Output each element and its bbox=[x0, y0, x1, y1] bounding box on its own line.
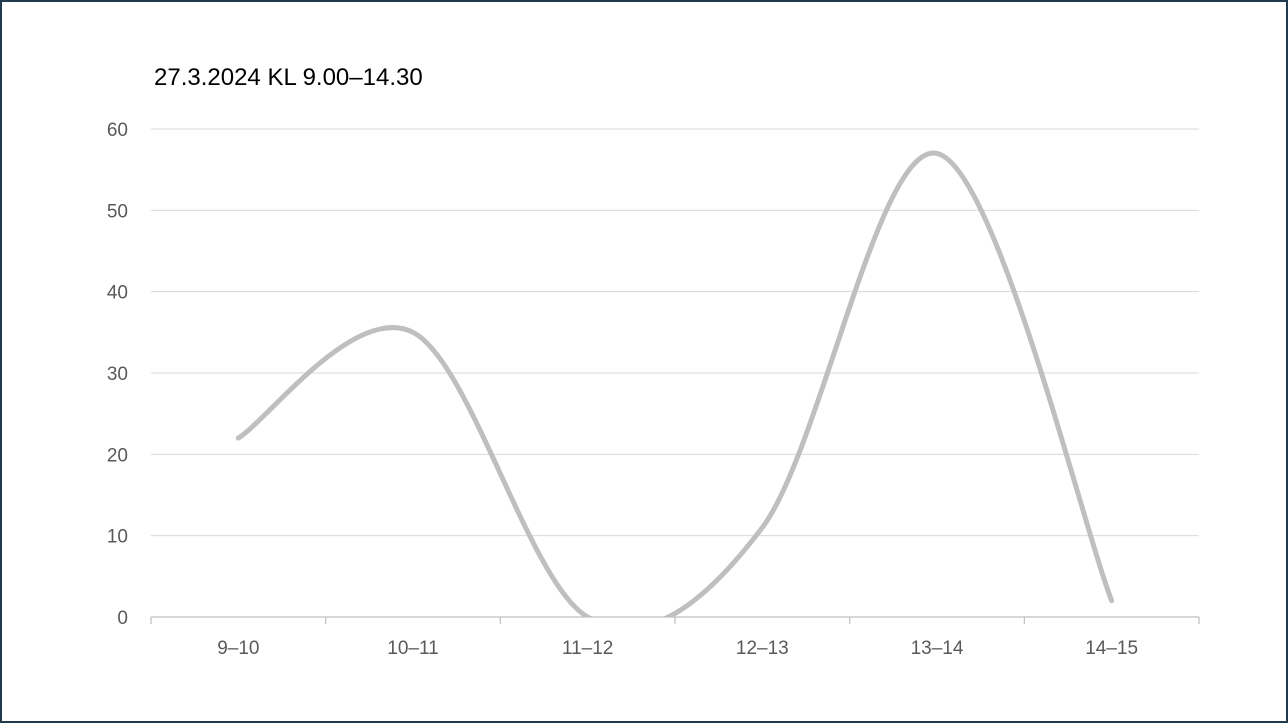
chart-title: 27.3.2024 KL 9.00–14.30 bbox=[154, 64, 423, 91]
x-tick-label: 9–10 bbox=[217, 638, 259, 659]
x-tick-label: 14–15 bbox=[1085, 638, 1138, 659]
y-tick-label: 10 bbox=[107, 527, 128, 548]
x-tick-label: 11–12 bbox=[562, 638, 613, 659]
y-tick-label: 20 bbox=[107, 445, 128, 466]
x-axis bbox=[150, 616, 1200, 624]
grid-lines bbox=[151, 128, 1199, 537]
y-tick-label: 60 bbox=[107, 120, 128, 141]
x-tick-label: 10–11 bbox=[387, 638, 438, 659]
series-line bbox=[235, 150, 1115, 617]
y-tick-label: 30 bbox=[107, 364, 128, 385]
y-tick-label: 0 bbox=[117, 608, 128, 629]
y-axis-ticks: 0 10 20 30 40 50 60 bbox=[107, 120, 128, 629]
x-tick-label: 13–14 bbox=[911, 638, 964, 659]
series-lines bbox=[235, 150, 1115, 618]
y-tick-label: 40 bbox=[107, 283, 128, 304]
x-axis-ticks: 9–10 10–11 11–12 12–13 13–14 14–15 bbox=[217, 638, 1138, 659]
y-tick-label: 50 bbox=[107, 201, 128, 222]
x-tick-label: 12–13 bbox=[736, 638, 789, 659]
